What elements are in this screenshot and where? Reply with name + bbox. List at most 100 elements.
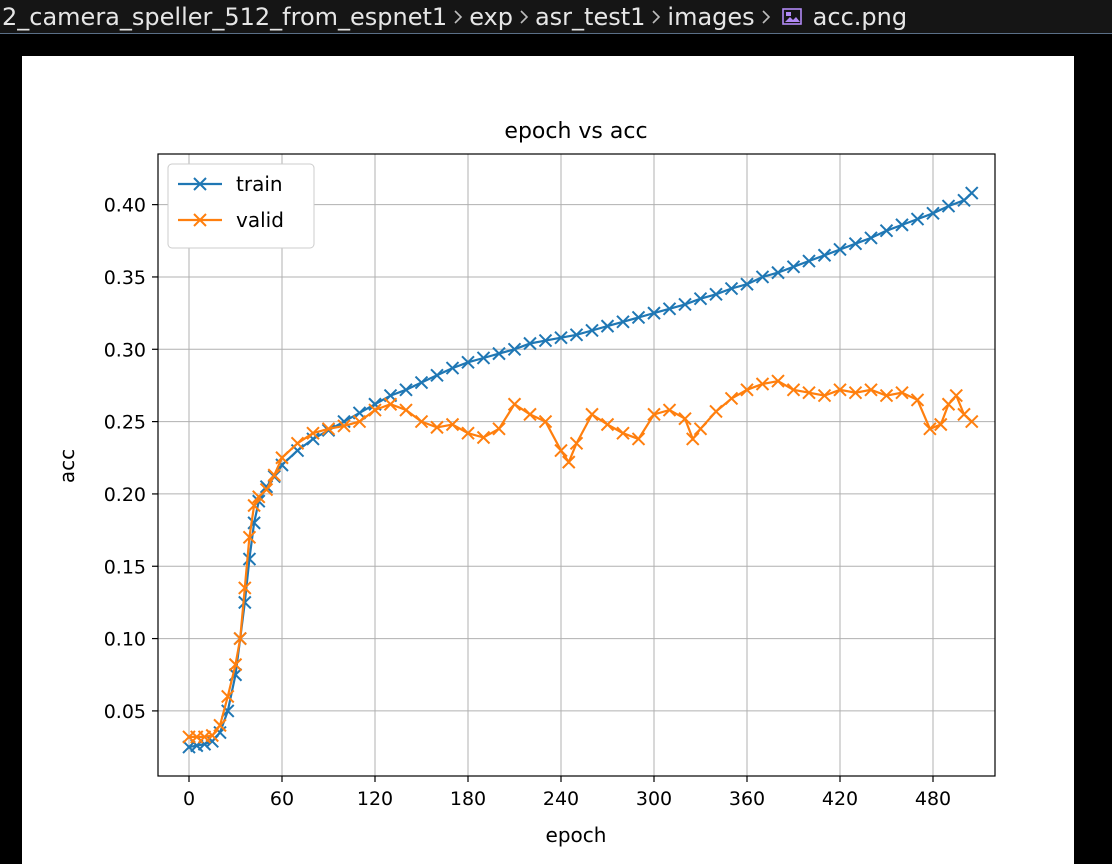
valid-point [755, 377, 770, 391]
x-tick-label: 300 [636, 788, 672, 810]
train-point [476, 351, 491, 365]
valid-point [228, 657, 243, 672]
legend-item-valid: valid [178, 208, 284, 232]
train-point [242, 552, 257, 566]
valid-point [430, 420, 444, 435]
series-train [182, 186, 979, 754]
train-point [786, 260, 801, 274]
legend-marker [193, 213, 207, 227]
valid-point [678, 412, 692, 426]
y-tick-label: 0.15 [104, 556, 146, 578]
train-point [554, 330, 568, 345]
valid-point [631, 432, 646, 446]
plot-background [158, 154, 995, 776]
valid-point [523, 407, 537, 422]
valid-point [290, 436, 305, 451]
train-point [724, 281, 739, 296]
y-tick-label: 0.40 [104, 195, 146, 217]
train-point [445, 361, 460, 375]
train-point [709, 287, 723, 302]
train-point [569, 328, 584, 342]
valid-point [321, 422, 336, 436]
valid-point [879, 388, 894, 403]
valid-point [242, 530, 257, 545]
valid-point [554, 443, 568, 458]
train-point [879, 223, 894, 238]
grid-lines [158, 154, 995, 776]
train-point [430, 368, 444, 383]
valid-point [724, 391, 739, 406]
legend-label: train [236, 172, 283, 196]
valid-point [476, 430, 491, 445]
breadcrumb-item-file[interactable]: acc.png [812, 2, 908, 31]
chevron-right-icon [755, 9, 777, 25]
train-point [910, 212, 925, 226]
image-file-icon [777, 4, 807, 30]
train-point [833, 242, 847, 257]
valid-line [189, 379, 973, 739]
series-valid [182, 374, 979, 744]
valid-point [965, 414, 979, 429]
valid-point [802, 385, 816, 400]
x-tick-label: 240 [543, 788, 579, 810]
x-tick-label: 480 [915, 788, 951, 810]
train-point [740, 277, 754, 291]
y-tick-label: 0.10 [104, 629, 146, 651]
valid-point [275, 451, 289, 465]
x-tick-label: 180 [450, 788, 486, 810]
valid-point [864, 383, 878, 397]
x-tick-label: 420 [822, 788, 858, 810]
valid-point [786, 383, 801, 397]
valid-point [414, 414, 429, 429]
train-point [965, 186, 979, 200]
valid-point [445, 417, 460, 432]
valid-point [817, 388, 832, 403]
train-point [585, 323, 599, 338]
legend-label: valid [236, 208, 284, 232]
valid-point [492, 422, 506, 436]
valid-point [600, 417, 615, 432]
valid-point [306, 426, 320, 440]
chevron-right-icon [447, 9, 469, 25]
valid-point [233, 631, 247, 646]
legend: train valid [167, 163, 315, 249]
valid-point [383, 397, 398, 411]
image-preview: 0 60 120 180 240 300 360 420 480 0.05 0.10 0.15 0.2… [22, 56, 1074, 864]
valid-point [399, 403, 413, 417]
train-point [662, 302, 677, 316]
valid-point [949, 388, 963, 403]
valid-point [910, 393, 925, 407]
valid-point [616, 426, 630, 440]
train-point [817, 248, 832, 262]
valid-point [238, 581, 252, 595]
valid-point [740, 383, 754, 397]
x-tick-label: 120 [357, 788, 393, 810]
train-point [616, 315, 630, 329]
valid-point [337, 419, 351, 433]
valid-point [368, 403, 382, 417]
train-point [461, 355, 475, 370]
valid-point [848, 385, 863, 400]
train-point [414, 375, 429, 390]
y-axis: 0.05 0.10 0.15 0.20 0.25 0.30 0.35 0.40 [104, 195, 158, 723]
train-point [399, 383, 413, 397]
valid-point [352, 414, 367, 429]
train-point [538, 333, 553, 348]
train-point [238, 595, 252, 610]
breadcrumb-item-project[interactable]: 2_camera_speller_512_from_espnet1 [2, 2, 448, 31]
series-layer [182, 186, 979, 754]
valid-point [562, 455, 576, 469]
breadcrumb-item-images[interactable]: images [667, 2, 755, 31]
valid-point [662, 403, 677, 417]
legend-marker [193, 177, 207, 191]
y-axis-label: acc [55, 449, 79, 483]
train-point [895, 218, 909, 232]
breadcrumb-item-asr-test1[interactable]: asr_test1 [534, 2, 646, 31]
valid-point [461, 426, 475, 440]
breadcrumb-item-exp[interactable]: exp [469, 2, 513, 31]
image-viewer: 0 60 120 180 240 300 360 420 480 0.05 0.10 0.15 0.2… [0, 34, 1112, 864]
x-axis: 0 60 120 180 240 300 360 420 480 [183, 776, 951, 810]
valid-point [647, 407, 661, 422]
train-point [678, 297, 692, 312]
train-line [188, 192, 973, 749]
